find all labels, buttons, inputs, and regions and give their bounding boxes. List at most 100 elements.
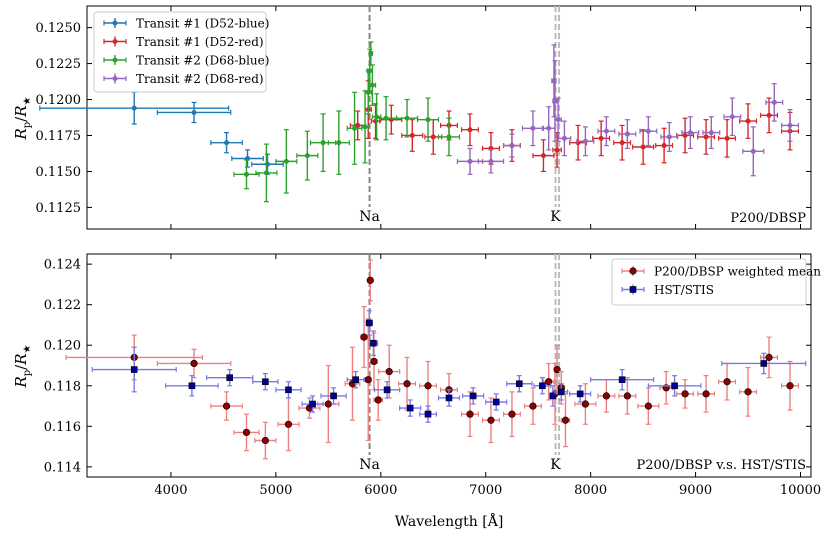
data-point bbox=[210, 391, 243, 421]
y-tick-label: 0.120 bbox=[44, 339, 81, 354]
data-point bbox=[210, 132, 243, 154]
data-point bbox=[349, 110, 366, 141]
data-point bbox=[371, 93, 382, 141]
x-tick-label: 6000 bbox=[364, 483, 397, 498]
data-point bbox=[742, 126, 765, 177]
data-point bbox=[366, 259, 374, 302]
marker bbox=[552, 98, 558, 104]
data-point bbox=[373, 379, 383, 421]
legend-item: P200/DBSP weighted mean bbox=[621, 265, 821, 279]
marker bbox=[191, 109, 197, 115]
top-panel-label: P200/DBSP bbox=[730, 211, 806, 226]
marker bbox=[469, 392, 477, 400]
marker bbox=[355, 122, 361, 128]
data-point bbox=[91, 346, 177, 393]
marker bbox=[508, 410, 516, 418]
data-point bbox=[398, 356, 417, 411]
data-point bbox=[419, 360, 438, 411]
data-point bbox=[502, 133, 521, 158]
marker bbox=[787, 122, 793, 128]
y-tick-label: 0.122 bbox=[44, 298, 81, 313]
marker bbox=[619, 140, 625, 146]
marker bbox=[644, 402, 652, 410]
marker bbox=[516, 380, 523, 388]
data-point bbox=[370, 103, 381, 139]
top-legend: Transit #1 (D52-blue) Transit #1 (D52-red… bbox=[93, 11, 269, 93]
x-tick-label: 7000 bbox=[469, 483, 502, 498]
marker bbox=[409, 132, 415, 138]
marker bbox=[383, 386, 391, 394]
data-point bbox=[697, 375, 716, 413]
bottom-legend: P200/DBSP weighted mean HST/STIS bbox=[611, 258, 821, 306]
data-point bbox=[462, 387, 485, 405]
marker bbox=[352, 125, 358, 131]
marker bbox=[364, 376, 372, 384]
marker bbox=[723, 378, 731, 386]
top-panel: Na K 0.1125 0.1150 0.1175 0.1200 0.1225 0.1250… bbox=[12, 5, 812, 230]
data-point bbox=[781, 108, 800, 142]
data-point bbox=[502, 391, 521, 438]
data-point bbox=[660, 121, 679, 152]
data-point bbox=[395, 98, 419, 138]
marker bbox=[309, 400, 316, 408]
data-point bbox=[718, 362, 737, 401]
data-point bbox=[437, 117, 461, 157]
marker bbox=[367, 68, 373, 74]
marker bbox=[467, 158, 473, 164]
data-point bbox=[373, 381, 401, 399]
data-point bbox=[416, 97, 440, 142]
marker bbox=[703, 134, 709, 140]
marker bbox=[320, 140, 326, 146]
bottom-panel: Na K 0.114 0.116 0.118 0.120 0.122 0.124 4000 5… bbox=[12, 253, 821, 530]
data-point bbox=[576, 126, 595, 157]
data-point bbox=[296, 130, 319, 181]
legend-item: Transit #2 (D68-blue) bbox=[103, 54, 269, 68]
series-2 bbox=[233, 41, 461, 203]
legend-item: Transit #1 (D52-red) bbox=[103, 35, 264, 49]
data-point bbox=[721, 352, 807, 375]
marker bbox=[445, 394, 453, 402]
y-tick-label: 0.114 bbox=[44, 460, 81, 475]
bottom-panel-label: P200/DBSP v.s. HST/STIS bbox=[637, 458, 806, 473]
data-point bbox=[233, 159, 260, 190]
y-tick-label: 0.1250 bbox=[36, 21, 82, 36]
data-point bbox=[374, 96, 398, 141]
data-point bbox=[344, 346, 361, 421]
legend-label: HST/STIS bbox=[654, 283, 714, 297]
marker bbox=[551, 78, 557, 84]
data-point bbox=[554, 383, 569, 401]
data-point bbox=[659, 370, 674, 405]
data-point bbox=[702, 116, 721, 150]
marker bbox=[330, 392, 337, 400]
data-point bbox=[739, 103, 758, 139]
marker bbox=[786, 382, 794, 390]
marker bbox=[760, 360, 768, 367]
data-point bbox=[590, 368, 655, 391]
marker bbox=[645, 128, 651, 134]
data-point bbox=[360, 306, 368, 369]
marker bbox=[360, 333, 368, 341]
marker bbox=[283, 158, 289, 164]
line-label-k: K bbox=[550, 209, 561, 225]
marker bbox=[383, 115, 389, 121]
data-point bbox=[521, 110, 545, 147]
marker bbox=[224, 140, 230, 146]
data-point bbox=[361, 90, 369, 164]
data-point bbox=[477, 149, 505, 174]
data-point bbox=[346, 370, 365, 389]
marker bbox=[263, 170, 269, 176]
data-point bbox=[156, 348, 232, 379]
marker bbox=[671, 382, 678, 390]
data-point bbox=[481, 397, 500, 444]
marker bbox=[336, 140, 342, 146]
data-point bbox=[460, 391, 479, 438]
series-0 bbox=[39, 91, 284, 175]
marker bbox=[243, 171, 249, 177]
y-tick-label: 0.1125 bbox=[36, 201, 82, 216]
top-y-axis-label: Rp/R★ bbox=[12, 96, 33, 140]
x-tick-label: 5000 bbox=[259, 483, 292, 498]
data-point bbox=[233, 413, 260, 452]
marker bbox=[424, 382, 432, 390]
marker bbox=[466, 410, 474, 418]
data-point bbox=[781, 360, 800, 411]
